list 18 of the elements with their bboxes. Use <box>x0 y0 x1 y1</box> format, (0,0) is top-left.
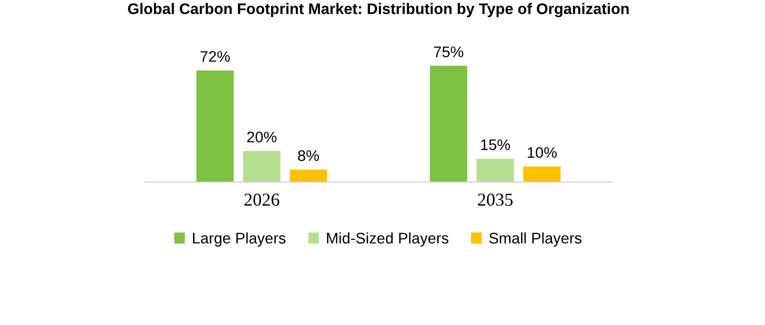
legend-label: Small Players <box>489 232 582 247</box>
data-label: 15% <box>481 139 510 150</box>
legend-label: Large Players <box>193 232 286 247</box>
bar <box>196 70 234 182</box>
legend-label: Mid-Sized Players <box>327 232 448 247</box>
data-label: 10% <box>528 147 557 158</box>
x-tick-label: 2026 <box>244 194 280 206</box>
x-tick-label: 2035 <box>478 194 513 206</box>
data-label: 75% <box>434 46 464 58</box>
bar <box>476 158 514 182</box>
chart-title: Global Carbon Footprint Market: Distribution by Type of Organization <box>128 2 629 18</box>
bar <box>523 166 561 182</box>
data-label: 72% <box>200 51 230 62</box>
data-label: 20% <box>247 132 276 142</box>
bar <box>290 170 328 182</box>
bar <box>243 151 280 182</box>
bar <box>430 66 468 182</box>
data-label: 8% <box>298 150 319 162</box>
